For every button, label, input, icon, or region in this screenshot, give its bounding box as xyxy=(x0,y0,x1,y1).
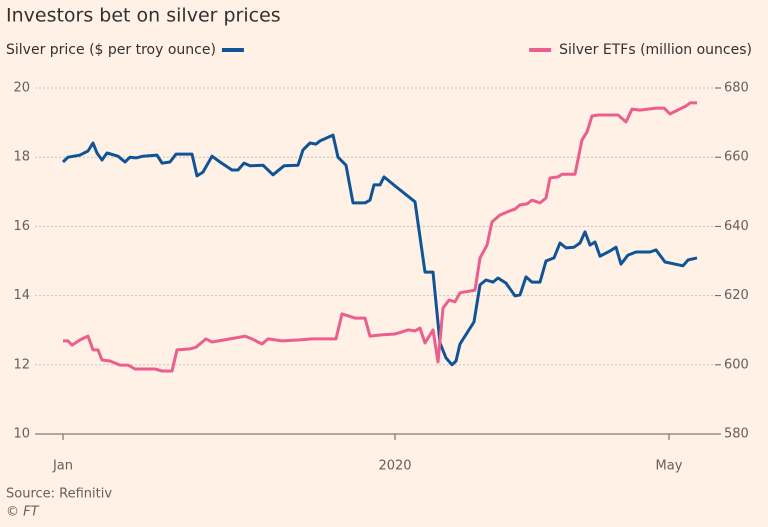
y2-tick-label: 660 xyxy=(724,150,749,165)
y2-tick-label: 640 xyxy=(724,219,749,234)
source: Source: Refinitiv xyxy=(6,487,112,502)
y2-tick-label: 580 xyxy=(724,427,749,442)
y-tick-label: 14 xyxy=(13,288,30,303)
legend-label: Silver ETFs (million ounces) xyxy=(559,42,752,58)
x-tick-label: 2020 xyxy=(378,459,411,474)
y-tick-label: 20 xyxy=(13,81,30,96)
series-line xyxy=(61,133,698,367)
y2-tick-label: 600 xyxy=(724,357,749,372)
y2-tick-label: 620 xyxy=(724,288,749,303)
legend-label: Silver price ($ per troy ounce) xyxy=(6,42,216,58)
credit: © FT xyxy=(6,505,40,520)
chart-title: Investors bet on silver prices xyxy=(6,5,281,27)
y-tick-label: 16 xyxy=(13,219,30,234)
y-tick-label: 18 xyxy=(13,150,30,165)
y-tick-label: 12 xyxy=(13,357,30,372)
y-tick-label: 10 xyxy=(13,427,30,442)
x-tick-label: May xyxy=(656,459,683,474)
y2-tick-label: 680 xyxy=(724,81,749,96)
x-tick-label: Jan xyxy=(52,459,73,474)
series-line xyxy=(63,101,697,373)
